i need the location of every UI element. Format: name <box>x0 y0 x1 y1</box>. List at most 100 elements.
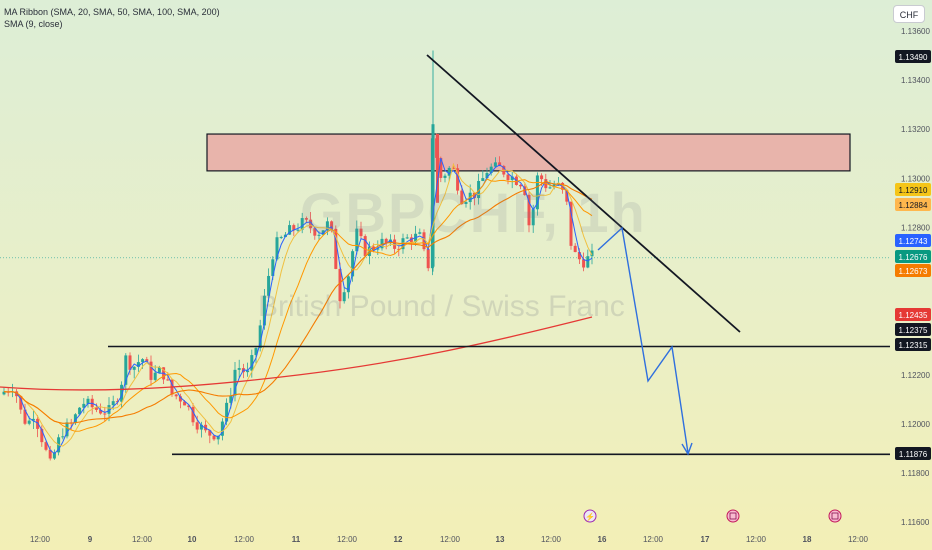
candle-body <box>376 248 380 250</box>
candle-body <box>288 225 292 235</box>
candle-body <box>317 234 321 236</box>
candle-body <box>132 366 136 370</box>
currency-button[interactable]: CHF <box>893 5 925 23</box>
descending-trendline <box>426 54 741 333</box>
spike-candle-body <box>431 124 435 267</box>
indicator-legend: MA Ribbon (SMA, 20, SMA, 50, SMA, 100, S… <box>4 6 220 30</box>
candle-body <box>359 228 363 237</box>
candle-body <box>141 359 145 363</box>
time-tick-label: 12:00 <box>541 535 562 544</box>
price-label-tag <box>895 338 931 351</box>
time-tick-label: 9 <box>88 535 93 544</box>
candle-body <box>590 250 594 257</box>
time-tick-label: 12:00 <box>234 535 255 544</box>
candle-body <box>304 218 308 220</box>
time-tick-label: 12:00 <box>746 535 767 544</box>
price-label-tag <box>895 234 931 247</box>
candle-body <box>31 418 35 421</box>
candle-body <box>166 379 170 381</box>
candle-body <box>363 236 367 256</box>
candle-body <box>552 184 556 188</box>
time-tick-label: 12:00 <box>337 535 358 544</box>
candle-body <box>506 174 510 181</box>
candle-body <box>535 175 539 210</box>
legend-sma9[interactable]: SMA (9, close) <box>4 19 63 29</box>
candle-body <box>94 407 98 410</box>
candle-body <box>456 168 460 191</box>
time-tick-label: 18 <box>803 535 812 544</box>
candle-body <box>212 435 216 440</box>
price-tick-label: 1.13400 <box>901 76 930 85</box>
candle-body <box>531 209 535 226</box>
candle-body <box>195 422 199 430</box>
candle-body <box>397 248 401 250</box>
candle-body <box>36 418 40 429</box>
candle-body <box>351 251 355 277</box>
candle-body <box>540 175 544 180</box>
candle-body <box>128 355 132 370</box>
price-label-text: 1.13490 <box>899 53 928 62</box>
candle-body <box>300 218 304 230</box>
price-label-tag <box>895 264 931 277</box>
candle-body <box>527 194 531 226</box>
candle-body <box>548 187 552 189</box>
candle-body <box>498 162 502 166</box>
candle-body <box>48 449 52 459</box>
time-tick-label: 12 <box>394 535 403 544</box>
candle-body <box>586 256 590 268</box>
candle-body <box>250 355 254 371</box>
candle-body <box>510 176 514 181</box>
candle-body <box>73 414 77 424</box>
candle-body <box>40 428 44 443</box>
candle-body <box>426 249 430 269</box>
candle-body <box>489 166 493 174</box>
candle-body <box>481 178 485 181</box>
lightning-icon-glyph: ⚡ <box>585 512 595 522</box>
candle-body <box>485 173 489 179</box>
candle-body <box>342 292 346 302</box>
price-label-tag <box>895 447 931 460</box>
candle-body <box>443 175 447 178</box>
candle-body <box>78 407 82 415</box>
candle-body <box>464 202 468 204</box>
price-tick-label: 1.12200 <box>901 371 930 380</box>
candle-body <box>136 362 140 367</box>
candle-body <box>258 325 262 349</box>
candle-body <box>519 184 523 187</box>
candle-body <box>233 369 237 396</box>
time-tick-label: 10 <box>188 535 197 544</box>
price-label-tag <box>895 250 931 263</box>
candle-body <box>422 232 426 250</box>
candle-body <box>23 409 27 424</box>
candle-body <box>296 229 300 231</box>
candle-body <box>86 398 90 404</box>
sma100-line <box>3 180 593 424</box>
candle-body <box>174 394 178 397</box>
candle-body <box>153 372 157 380</box>
price-label-text: 1.12315 <box>899 341 928 350</box>
candle-body <box>577 252 581 260</box>
candle-body <box>477 180 481 199</box>
candle-body <box>569 201 573 246</box>
candle-body <box>157 367 161 373</box>
legend-ma-ribbon[interactable]: MA Ribbon (SMA, 20, SMA, 50, SMA, 100, S… <box>4 7 220 17</box>
candle-body <box>145 359 149 362</box>
candle-body <box>225 402 229 422</box>
price-tick-label: 1.11600 <box>901 518 930 527</box>
candle-body <box>237 368 241 370</box>
candle-body <box>267 275 271 296</box>
watermark-name: British Pound / Swiss Franc <box>258 290 625 323</box>
price-tick-label: 1.13600 <box>901 27 930 36</box>
price-label-text: 1.12435 <box>899 311 928 320</box>
candle-body <box>325 221 329 231</box>
time-tick-label: 12:00 <box>440 535 461 544</box>
candle-body <box>44 442 48 450</box>
candle-body <box>313 228 317 236</box>
price-tick-label: 1.11800 <box>901 469 930 478</box>
candle-body <box>183 401 187 406</box>
price-label-text: 1.12676 <box>899 253 928 262</box>
price-label-text: 1.12673 <box>899 267 928 276</box>
resistance-zone <box>206 133 851 172</box>
